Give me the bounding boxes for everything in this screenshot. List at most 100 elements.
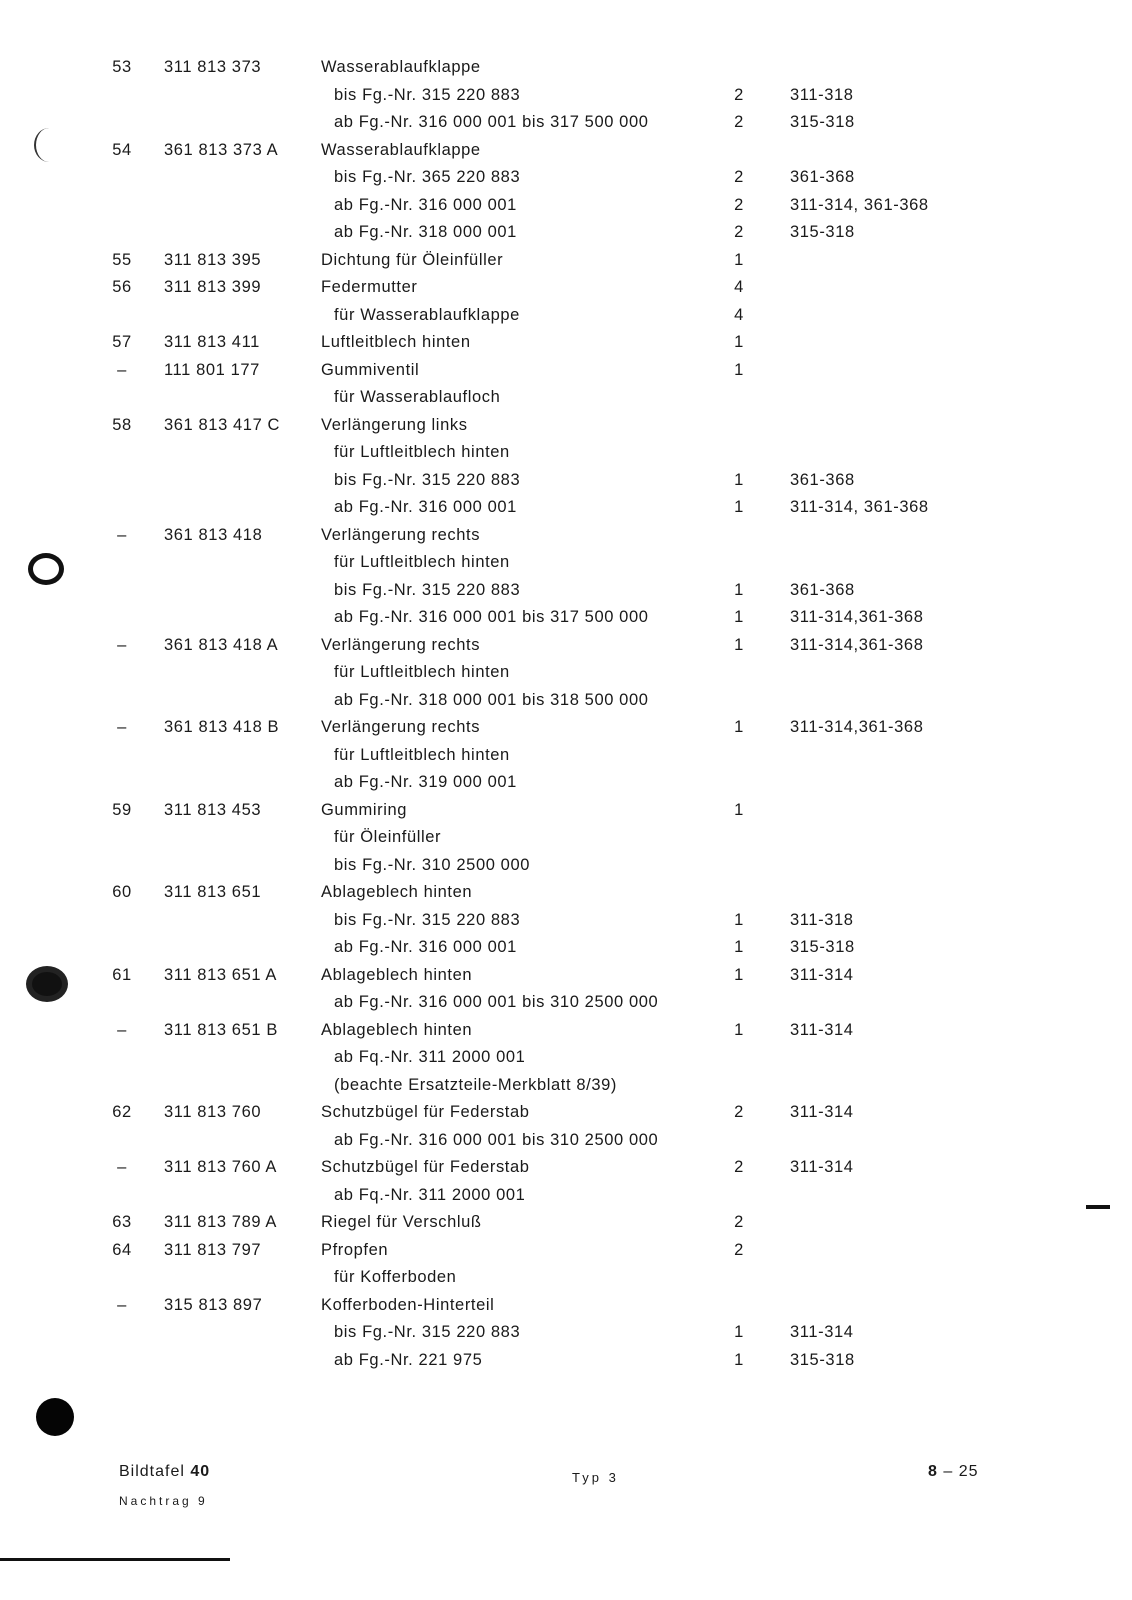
- table-row: 59 311 813 453 Gummiring 1: [0, 797, 1132, 825]
- description: Federmutter: [321, 278, 418, 296]
- part-number: 311 813 395: [164, 250, 262, 269]
- description: ab Fg.-Nr. 316 000 001 bis 317 500 000: [334, 608, 649, 626]
- table-row: ab Fg.-Nr. 319 000 001: [0, 769, 1132, 797]
- description: ab Fg.-Nr. 221 975: [334, 1350, 483, 1369]
- vehicle-types: 311-314: [790, 965, 854, 984]
- table-row: 60 311 813 651 Ablageblech hinten: [0, 879, 1132, 907]
- table-row: für Wasserablaufloch: [0, 384, 1132, 412]
- description: Wasserablaufklappe: [321, 58, 481, 76]
- description: Kofferboden-Hinterteil: [321, 1295, 495, 1314]
- item-number: –: [117, 718, 127, 736]
- punch-hole-icon: [26, 966, 68, 1002]
- description: für Luftleitblech hinten: [334, 553, 510, 571]
- scan-artifact-icon: [34, 128, 64, 162]
- table-row: – 311 813 651 B Ablageblech hinten 1 311-314: [0, 1017, 1132, 1045]
- quantity: 1: [734, 635, 744, 654]
- table-row: – 361 813 418 A Verlängerung rechts 1 311-31…: [0, 632, 1132, 660]
- quantity: 1: [734, 965, 744, 984]
- quantity: 2: [734, 168, 744, 186]
- item-number: 59: [112, 800, 132, 819]
- part-number: 361 813 418: [164, 525, 263, 544]
- vehicle-types: 311-314: [790, 1020, 854, 1039]
- description: ab Fq.-Nr. 311 2000 001: [334, 1185, 526, 1204]
- table-row: – 361 813 418 Verlängerung rechts: [0, 522, 1132, 550]
- table-row: 54 361 813 373 A Wasserablaufklappe: [0, 137, 1132, 165]
- quantity: 2: [734, 113, 744, 131]
- description: bis Fg.-Nr. 310 2500 000: [334, 855, 531, 874]
- item-number: 56: [112, 278, 132, 296]
- description: Ablageblech hinten: [321, 883, 473, 901]
- table-row: – 361 813 418 B Verlängerung rechts 1 311-31…: [0, 714, 1132, 742]
- table-row: für Luftleitblech hinten: [0, 659, 1132, 687]
- description: bis Fg.-Nr. 315 220 883: [334, 1323, 521, 1341]
- table-row: ab Fg.-Nr. 316 000 001 1 315-318: [0, 934, 1132, 962]
- part-number: 311 813 651 A: [164, 965, 278, 984]
- punch-hole-icon: [36, 1398, 74, 1436]
- quantity: 2: [734, 85, 744, 104]
- scan-edge-line: [0, 1558, 230, 1561]
- quantity: 4: [734, 278, 744, 296]
- description: ab Fg.-Nr. 316 000 001 bis 310 2500 000: [334, 993, 659, 1011]
- description: bis Fg.-Nr. 315 220 883: [334, 85, 521, 104]
- description: bis Fg.-Nr. 365 220 883: [334, 168, 521, 186]
- description: ab Fg.-Nr. 316 000 001: [334, 938, 517, 956]
- description: für Luftleitblech hinten: [334, 443, 510, 461]
- vehicle-types: 311-314: [790, 1158, 854, 1176]
- table-row: bis Fg.-Nr. 315 220 883 1 311-314: [0, 1319, 1132, 1347]
- quantity: 1: [734, 470, 744, 489]
- table-row: für Luftleitblech hinten: [0, 742, 1132, 770]
- description: Wasserablaufklappe: [321, 140, 481, 159]
- description: für Wasserablaufloch: [334, 388, 501, 406]
- description: für Öleinfüller: [334, 828, 442, 846]
- description: Schutzbügel für Federstab: [321, 1158, 530, 1176]
- part-number: 361 813 417 C: [164, 415, 281, 434]
- page-section: 8: [928, 1463, 938, 1480]
- parts-list: 53 311 813 373 Wasserablaufklappe bis Fg.-N…: [0, 54, 1132, 1374]
- description: bis Fg.-Nr. 315 220 883: [334, 580, 521, 599]
- part-number: 311 813 651: [164, 883, 262, 901]
- table-row: 56 311 813 399 Federmutter 4: [0, 274, 1132, 302]
- quantity: 1: [734, 938, 744, 956]
- vehicle-types: 311-314, 361-368: [790, 195, 929, 214]
- vehicle-types: 311-314: [790, 1103, 854, 1121]
- description: Gummiventil: [321, 360, 420, 379]
- item-number: –: [117, 635, 127, 654]
- description: für Luftleitblech hinten: [334, 663, 510, 681]
- quantity: 1: [734, 250, 744, 269]
- item-number: 58: [112, 415, 132, 434]
- description: ab Fq.-Nr. 311 2000 001: [334, 1048, 526, 1066]
- item-number: –: [117, 1295, 127, 1314]
- item-number: 53: [112, 58, 132, 76]
- item-number: –: [117, 525, 127, 544]
- description: Schutzbügel für Federstab: [321, 1103, 530, 1121]
- vehicle-types: 361-368: [790, 168, 855, 186]
- part-number: 361 813 418 B: [164, 718, 280, 736]
- table-row: bis Fg.-Nr. 315 220 883 1 311-318: [0, 907, 1132, 935]
- part-number: 311 813 797: [164, 1240, 262, 1259]
- quantity: 1: [734, 608, 744, 626]
- part-number: 311 813 411: [164, 333, 260, 351]
- table-row: bis Fg.-Nr. 365 220 883 2 361-368: [0, 164, 1132, 192]
- vehicle-types: 361-368: [790, 470, 855, 489]
- punch-hole-icon: [28, 553, 64, 585]
- quantity: 2: [734, 1240, 744, 1259]
- page-number-value: 25: [958, 1463, 979, 1480]
- table-row: 61 311 813 651 A Ablageblech hinten 1 311-31…: [0, 962, 1132, 990]
- quantity: 1: [734, 718, 744, 736]
- part-number: 311 813 373: [164, 58, 262, 76]
- description: ab Fg.-Nr. 319 000 001: [334, 773, 517, 791]
- table-row: ab Fg.-Nr. 316 000 001 1 311-314, 361-368: [0, 494, 1132, 522]
- table-row: ab Fg.-Nr. 316 000 001 2 311-314, 361-368: [0, 192, 1132, 220]
- item-number: 55: [112, 250, 132, 269]
- page-number: 8 – 25: [928, 1463, 979, 1481]
- table-row: ab Fg.-Nr. 318 000 001 bis 318 500 000: [0, 687, 1132, 715]
- description: Verlängerung rechts: [321, 718, 481, 736]
- table-row: für Öleinfüller: [0, 824, 1132, 852]
- part-number: 361 813 418 A: [164, 635, 279, 654]
- vehicle-types: 311-314,361-368: [790, 635, 924, 654]
- part-number: 315 813 897: [164, 1295, 263, 1314]
- vehicle-types: 315-318: [790, 938, 855, 956]
- table-row: für Luftleitblech hinten: [0, 549, 1132, 577]
- table-row: bis Fg.-Nr. 315 220 883 1 361-368: [0, 467, 1132, 495]
- quantity: 1: [734, 580, 744, 599]
